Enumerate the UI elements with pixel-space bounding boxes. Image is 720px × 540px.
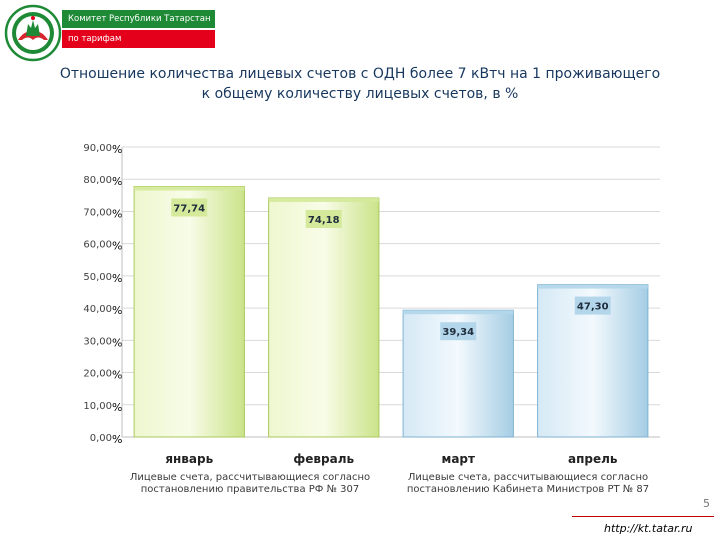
- group-note-rf-307: Лицевые счета, рассчитывающиеся согласно…: [129, 472, 371, 495]
- data-label: 74,18: [308, 215, 340, 226]
- y-tick-percent-sign: %: [112, 336, 122, 349]
- x-axis-categories: январь февраль март апрель: [165, 452, 618, 466]
- bar-1: [133, 186, 245, 438]
- data-label-box: [305, 209, 342, 228]
- category-label: февраль: [293, 452, 354, 466]
- org-name-line1: Комитет Республики Татарстан: [62, 10, 215, 28]
- group-note-rt-87: Лицевые счета, рассчитывающиеся согласно…: [406, 472, 650, 495]
- bar-top-cap: [268, 197, 379, 202]
- y-tick-percent-sign: %: [112, 433, 122, 446]
- footer-divider: [572, 516, 714, 517]
- y-tick-percent-sign: %: [112, 401, 122, 414]
- org-name-line2: по тарифам: [62, 30, 215, 48]
- chart-title-line1: Отношение количества лицевых счетов с ОД…: [59, 66, 661, 82]
- footer-url-link[interactable]: http://kt.tatar.ru: [604, 522, 693, 535]
- page-number: 5: [703, 497, 710, 510]
- bar-2: [268, 197, 380, 438]
- category-label: январь: [165, 452, 213, 466]
- data-label: 47,30: [577, 302, 609, 313]
- y-axis: 0,00 %10,00 %20,00 %30,00 %40,00 %50,00 %60,00…: [83, 143, 660, 446]
- data-label-box: [574, 296, 611, 315]
- y-tick-label: 0,00: [90, 433, 112, 444]
- bar-series: [133, 186, 649, 438]
- y-tick-percent-sign: %: [112, 207, 122, 220]
- data-label-box: [171, 198, 208, 217]
- y-tick-label: 40,00: [83, 304, 112, 315]
- data-label: 39,34: [442, 327, 474, 338]
- category-label: март: [442, 452, 475, 466]
- tatarstan-emblem-logo: [4, 4, 62, 62]
- y-tick-label: 60,00: [83, 240, 112, 251]
- y-tick-percent-sign: %: [112, 369, 122, 382]
- data-label-box: [440, 322, 477, 341]
- bar-top-cap: [537, 284, 648, 289]
- chart-title: Отношение количества лицевых счетов с ОД…: [20, 64, 700, 104]
- y-tick-label: 10,00: [83, 401, 112, 412]
- bar-top-cap: [134, 186, 245, 191]
- y-tick-label: 90,00: [83, 143, 112, 154]
- y-tick-percent-sign: %: [112, 175, 122, 188]
- category-label: апрель: [568, 452, 618, 466]
- y-tick-label: 30,00: [83, 336, 112, 347]
- chart-title-line2: к общему количеству лицевых счетов, в %: [201, 86, 519, 102]
- y-tick-label: 20,00: [83, 369, 112, 380]
- y-tick-percent-sign: %: [112, 240, 122, 253]
- y-tick-label: 80,00: [83, 175, 112, 186]
- data-label: 77,74: [173, 204, 205, 215]
- y-tick-percent-sign: %: [112, 272, 122, 285]
- bar-top-cap: [403, 310, 514, 315]
- data-labels: 77,74 74,18 39,34 47,30: [171, 198, 611, 341]
- y-tick-percent-sign: %: [112, 304, 122, 317]
- y-tick-label: 70,00: [83, 207, 112, 218]
- y-tick-label: 50,00: [83, 272, 112, 283]
- y-tick-percent-sign: %: [112, 143, 122, 156]
